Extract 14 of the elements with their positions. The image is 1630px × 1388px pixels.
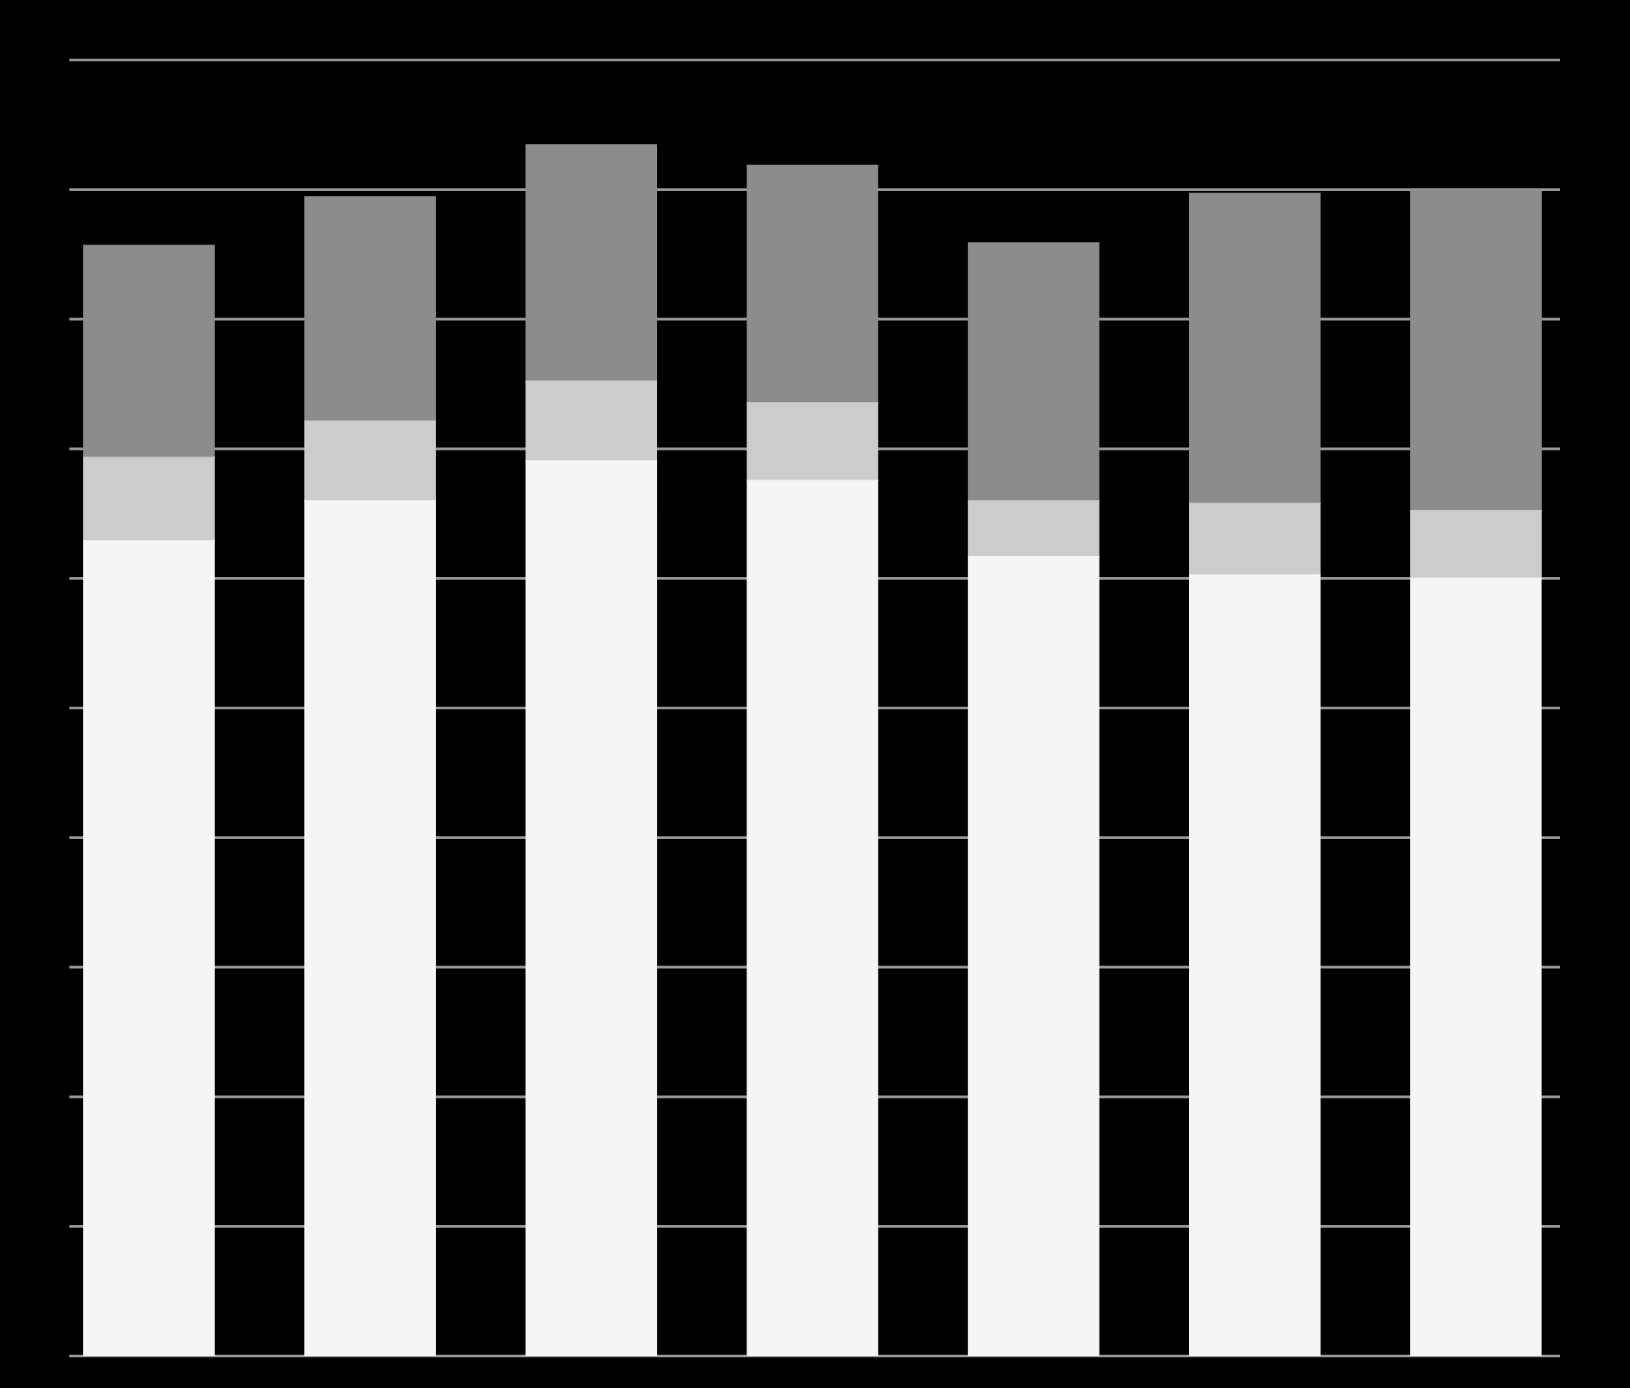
bar (746, 402, 879, 481)
bar (1189, 192, 1321, 504)
bar (83, 456, 215, 542)
bar (1410, 510, 1542, 579)
bar (525, 380, 658, 462)
bar (525, 144, 658, 382)
bar (1189, 502, 1321, 576)
bar (746, 164, 879, 404)
bar (1410, 190, 1542, 512)
bar (304, 196, 436, 422)
bar (967, 242, 1100, 502)
bar (967, 500, 1100, 558)
bar (83, 244, 215, 458)
bar (304, 420, 436, 502)
